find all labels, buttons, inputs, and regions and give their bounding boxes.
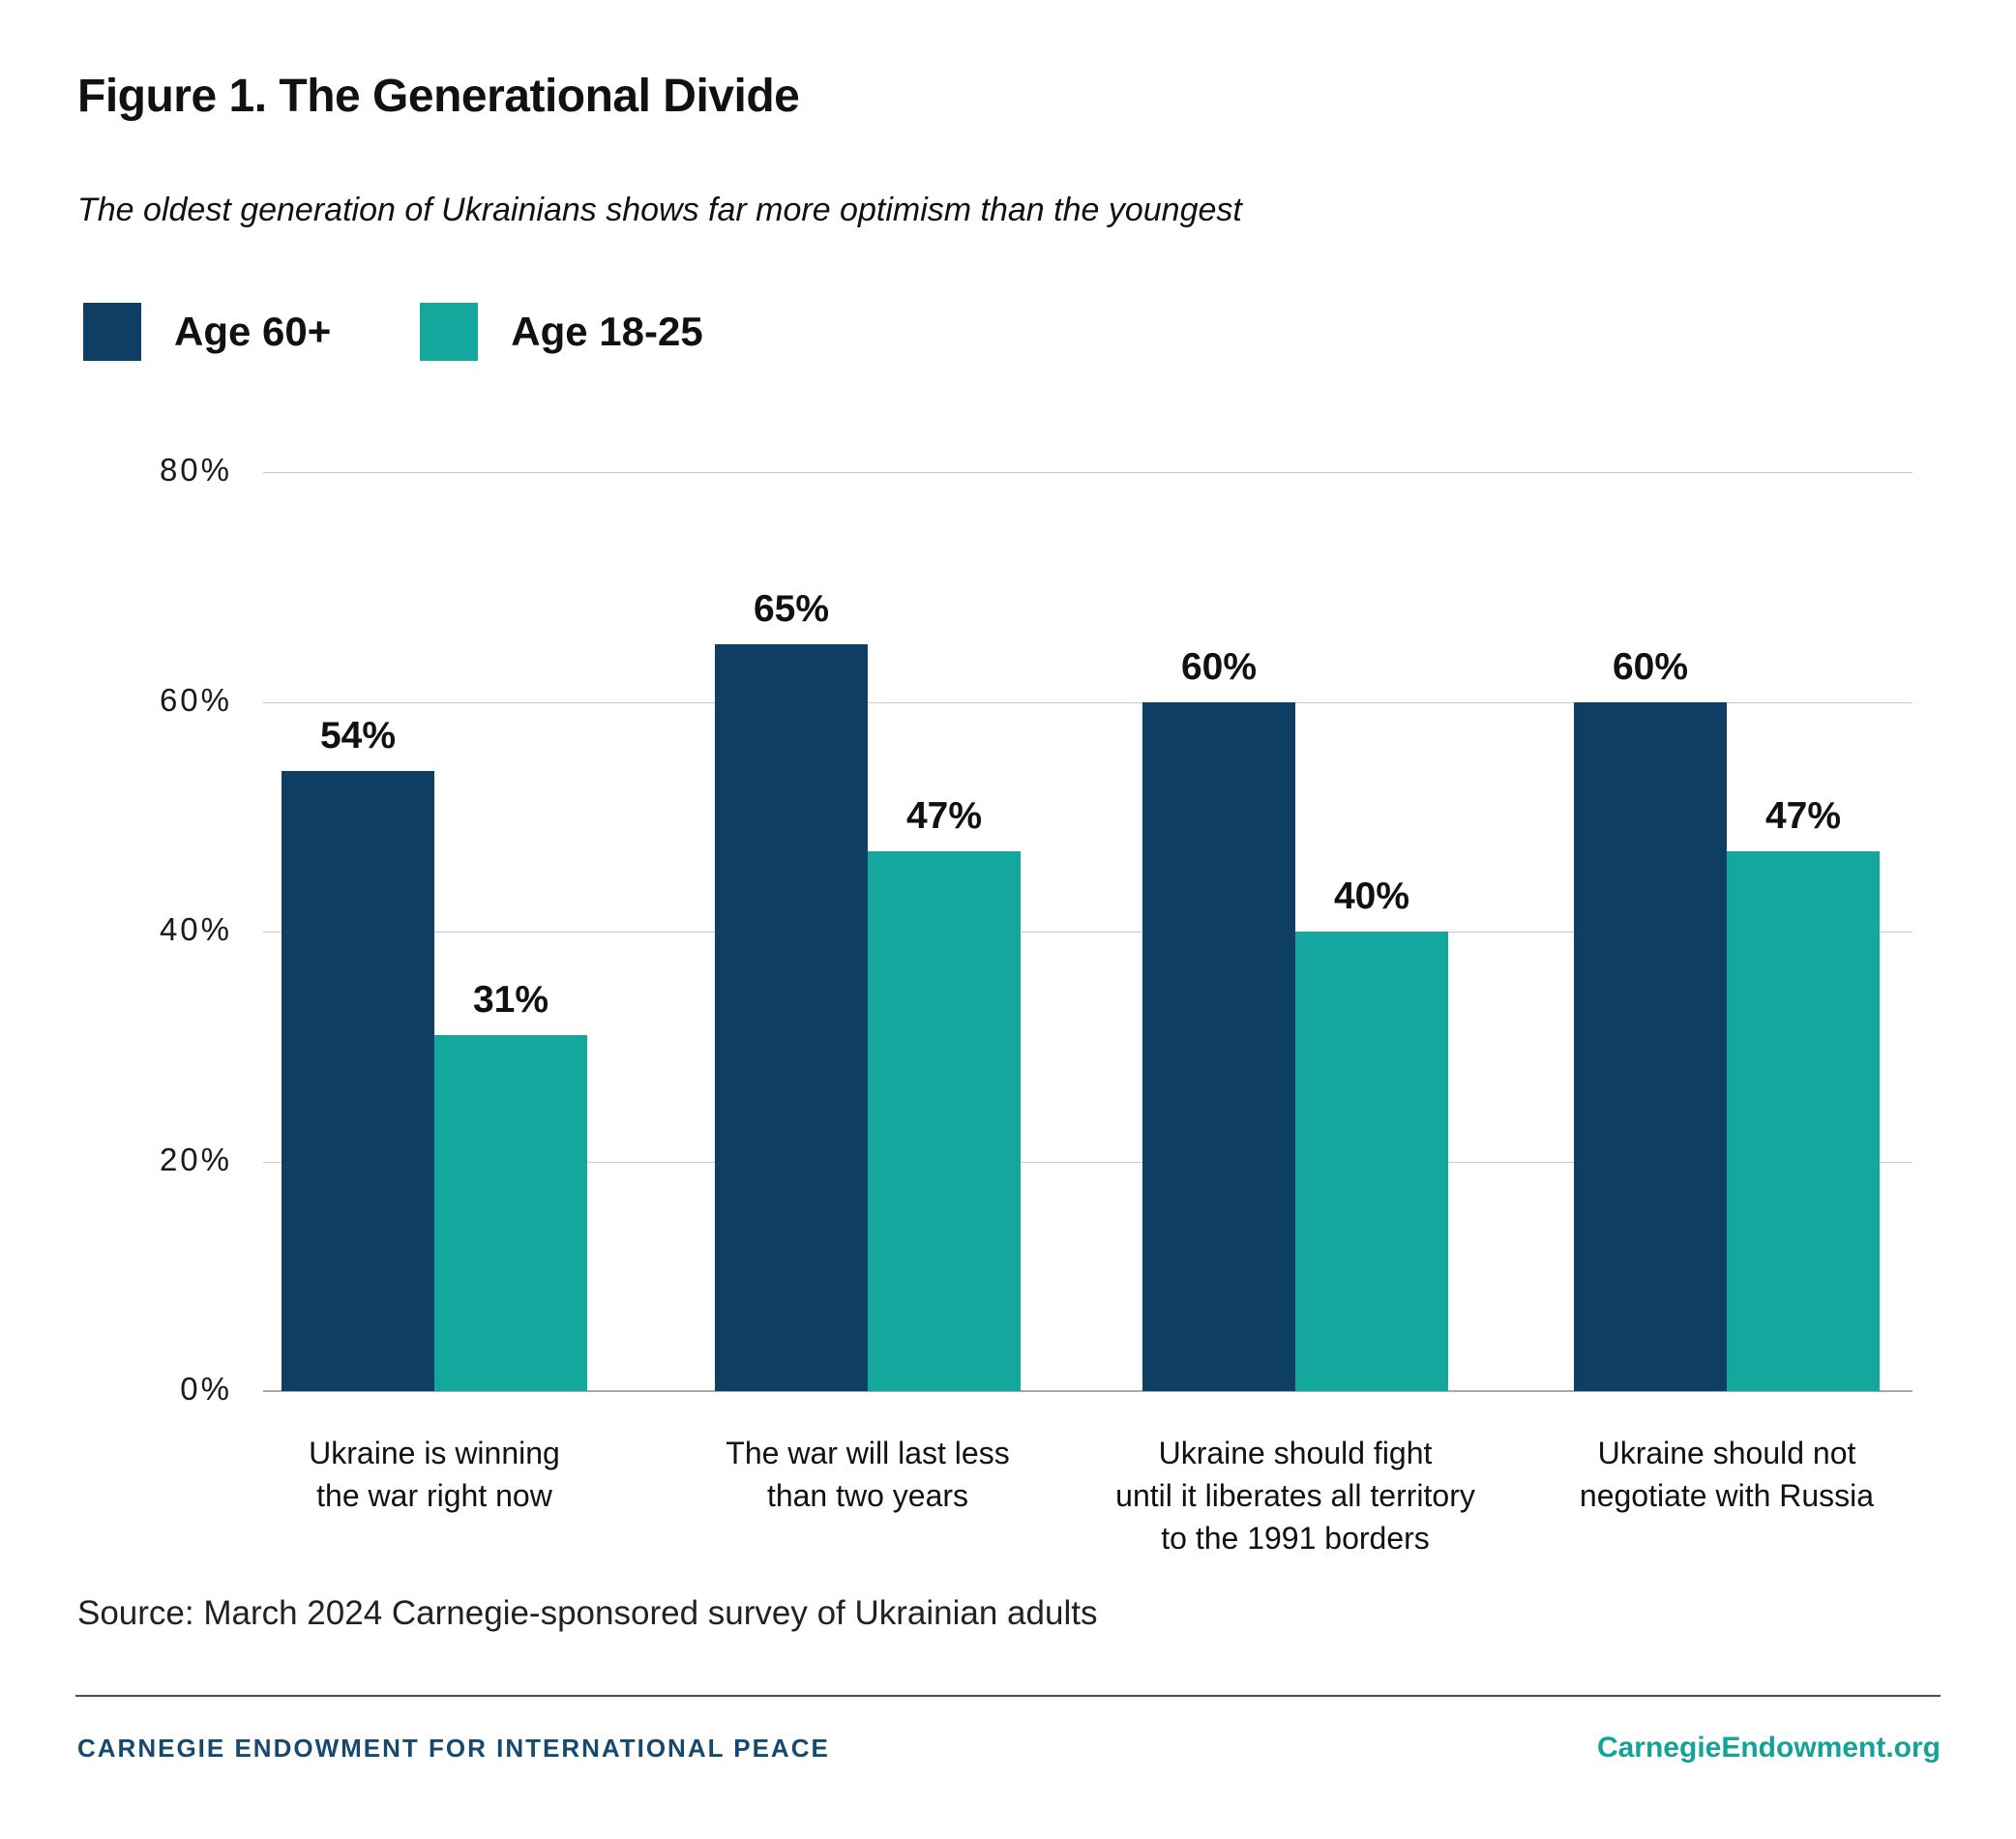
gridline-80 (263, 472, 1912, 473)
legend-item-age-60: Age 60+ (83, 303, 331, 361)
footer-divider (75, 1695, 1941, 1697)
bar-value-label-age-18-25-group-1: 31% (472, 978, 549, 1021)
bar-age-18-25-group-4 (1727, 850, 1880, 1391)
gridline-40 (263, 932, 1912, 933)
legend-item-age-18-25: Age 18-25 (420, 303, 703, 361)
legend-label-age-18-25: Age 18-25 (511, 309, 703, 354)
bar-age-18-25-group-3 (1295, 932, 1448, 1391)
category-label-4: Ukraine should not negotiate with Russia (1579, 1436, 1875, 1514)
source-note: Source: March 2024 Carnegie-sponsored su… (77, 1594, 1098, 1632)
bar-value-label-age-60-group-2: 65% (753, 588, 830, 631)
y-tick-label-80: 80% (159, 452, 232, 488)
gridline-0 (263, 1390, 1912, 1392)
footer-org-name: CARNEGIE ENDOWMENT FOR INTERNATIONAL PEA… (77, 1734, 830, 1763)
bar-age-18-25-group-2 (868, 850, 1021, 1391)
bar-value-label-age-18-25-group-2: 47% (905, 794, 983, 837)
legend-swatch-age-18-25 (420, 303, 479, 361)
legend-label-age-60: Age 60+ (174, 309, 332, 354)
figure-title: Figure 1. The Generational Divide (77, 71, 800, 122)
bar-age-18-25-group-1 (434, 1034, 587, 1391)
category-label-2: The war will last less than two years (726, 1436, 1010, 1514)
gridline-60 (263, 701, 1912, 703)
bar-age-60-group-3 (1142, 701, 1295, 1391)
bar-value-label-age-18-25-group-3: 40% (1333, 875, 1410, 917)
bar-group-2: 65% 47% (715, 472, 1021, 1391)
legend-swatch-age-60 (83, 303, 141, 361)
chart-legend: Age 60+ Age 18-25 (83, 303, 703, 361)
bar-value-label-age-60-group-4: 60% (1612, 645, 1689, 688)
bar-value-label-age-60-group-3: 60% (1180, 645, 1258, 688)
y-tick-label-40: 40% (159, 911, 232, 947)
bar-age-60-group-4 (1574, 701, 1727, 1391)
bar-group-4: 60% 47% (1574, 472, 1880, 1391)
bar-group-1: 54% 31% (282, 472, 587, 1391)
y-tick-label-20: 20% (159, 1141, 232, 1177)
figure-subtitle: The oldest generation of Ukrainians show… (77, 192, 1242, 228)
plot-area: 0% 20% 40% 60% 80% 54% 31% 65% 47% 60% 40% 60% 47% (160, 452, 1912, 1407)
footer-website-link[interactable]: CarnegieEndowment.org (1596, 1732, 1941, 1764)
bar-chart: 0% 20% 40% 60% 80% 54% 31% 65% 47% 60% 40% 60% 47% U… (0, 452, 2016, 1672)
category-label-1: Ukraine is winning the war right now (309, 1436, 560, 1514)
bar-age-60-group-2 (715, 644, 868, 1391)
y-tick-label-0: 0% (180, 1371, 232, 1407)
bar-age-60-group-1 (282, 770, 434, 1391)
category-label-3: Ukraine should fight until it liberates … (1115, 1436, 1475, 1557)
y-tick-label-60: 60% (159, 681, 232, 718)
bar-value-label-age-60-group-1: 54% (319, 714, 397, 756)
bar-group-3: 60% 40% (1142, 472, 1448, 1391)
bar-value-label-age-18-25-group-4: 47% (1764, 794, 1842, 837)
gridline-20 (263, 1161, 1912, 1163)
